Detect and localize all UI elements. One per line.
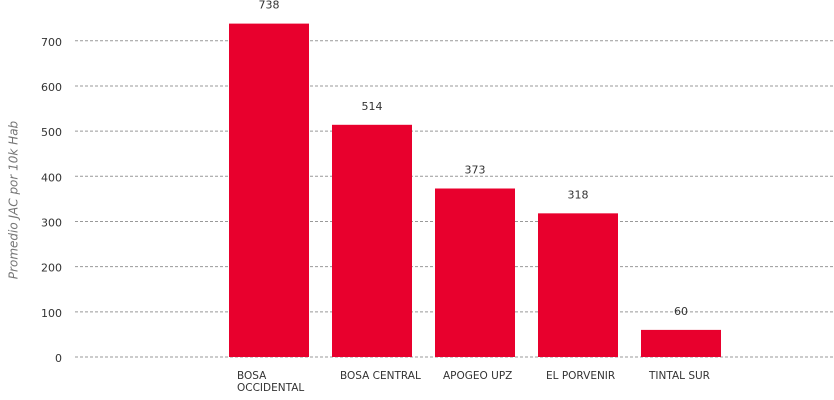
bar [435, 188, 515, 357]
data-label: 318 [568, 188, 589, 201]
y-tick-label: 100 [41, 307, 62, 320]
y-tick-label: 500 [41, 126, 62, 139]
data-label: 738 [259, 0, 280, 12]
y-tick-label: 600 [41, 81, 62, 94]
data-label: 60 [674, 305, 688, 318]
y-tick-label: 0 [55, 352, 62, 365]
bar [229, 23, 309, 358]
y-tick-label: 400 [41, 171, 62, 184]
y-tick-label: 200 [41, 262, 62, 275]
x-tick-label: TINTAL SUR [649, 370, 710, 382]
x-tick-label: BOSA OCCIDENTAL [237, 370, 305, 394]
data-label: 514 [362, 100, 383, 113]
y-tick-label: 700 [41, 36, 62, 49]
x-tick-label: EL PORVENIR [546, 370, 616, 382]
bar [332, 124, 412, 357]
data-label: 373 [465, 163, 486, 176]
bar [538, 213, 618, 357]
bar [641, 329, 721, 357]
x-tick-label: BOSA CENTRAL [340, 370, 421, 382]
y-axis-label: Promedio JAC por 10k Hab [7, 120, 21, 279]
x-tick-label: APOGEO UPZ [443, 370, 513, 382]
y-tick-label: 300 [41, 216, 62, 229]
